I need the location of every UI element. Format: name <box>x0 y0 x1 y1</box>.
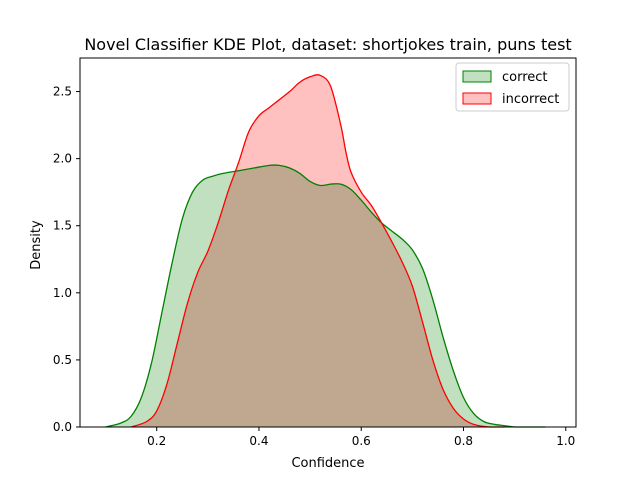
legend-swatch-correct <box>462 70 492 83</box>
axes-layer: 0.2 0.4 0.6 0.8 1.0 0.0 0.5 1.0 1.5 2.0 2.5 <box>53 57 577 448</box>
y-tick-label: 1.0 <box>53 286 72 300</box>
y-tick-label: 1.5 <box>53 219 72 233</box>
x-tick-label: 0.2 <box>147 434 166 448</box>
series-line-correct <box>105 164 546 428</box>
y-tick-label: 0.0 <box>53 420 72 434</box>
plot-frame <box>79 57 577 428</box>
legend-swatch-incorrect <box>462 92 492 105</box>
legend-label-incorrect: incorrect <box>502 92 559 107</box>
x-tick-label: 0.6 <box>352 434 371 448</box>
y-axis-label: Density <box>29 220 44 270</box>
y-tick-label: 2.0 <box>53 152 72 166</box>
legend-label-correct: correct <box>502 70 548 85</box>
series-area-incorrect <box>131 74 505 427</box>
x-tick-label: 1.0 <box>556 434 575 448</box>
x-axis-label: Confidence <box>291 456 364 471</box>
series-line-incorrect <box>130 74 505 428</box>
y-tick-label: 2.5 <box>53 85 72 99</box>
chart-title: Novel Classifier KDE Plot, dataset: shor… <box>84 35 571 54</box>
x-tick-label: 0.8 <box>454 434 473 448</box>
y-tick-label: 0.5 <box>53 353 72 367</box>
legend: correct incorrect <box>455 62 570 112</box>
series-layer <box>105 74 546 428</box>
x-tick-label: 0.4 <box>249 434 268 448</box>
